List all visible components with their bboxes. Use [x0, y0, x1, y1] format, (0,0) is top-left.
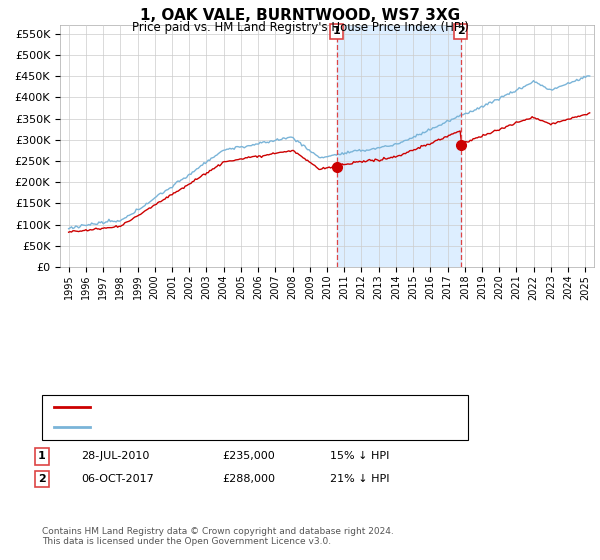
Text: 2: 2 — [38, 474, 46, 484]
Bar — [337, 25, 461, 267]
Text: HPI: Average price, detached house, Lichfield: HPI: Average price, detached house, Lich… — [99, 422, 347, 432]
Text: 06-OCT-2017: 06-OCT-2017 — [81, 474, 154, 484]
Text: 2: 2 — [457, 26, 464, 36]
Text: 28-JUL-2010: 28-JUL-2010 — [81, 451, 149, 461]
Text: 15% ↓ HPI: 15% ↓ HPI — [330, 451, 389, 461]
Text: Contains HM Land Registry data © Crown copyright and database right 2024.
This d: Contains HM Land Registry data © Crown c… — [42, 526, 394, 546]
Text: £288,000: £288,000 — [222, 474, 275, 484]
Text: Price paid vs. HM Land Registry's House Price Index (HPI): Price paid vs. HM Land Registry's House … — [131, 21, 469, 34]
Text: £235,000: £235,000 — [222, 451, 275, 461]
Text: 21% ↓ HPI: 21% ↓ HPI — [330, 474, 389, 484]
Text: 1, OAK VALE, BURNTWOOD, WS7 3XG (detached house): 1, OAK VALE, BURNTWOOD, WS7 3XG (detache… — [99, 402, 405, 412]
Text: 1, OAK VALE, BURNTWOOD, WS7 3XG: 1, OAK VALE, BURNTWOOD, WS7 3XG — [140, 8, 460, 24]
Text: 1: 1 — [38, 451, 46, 461]
Text: 1: 1 — [333, 26, 341, 36]
